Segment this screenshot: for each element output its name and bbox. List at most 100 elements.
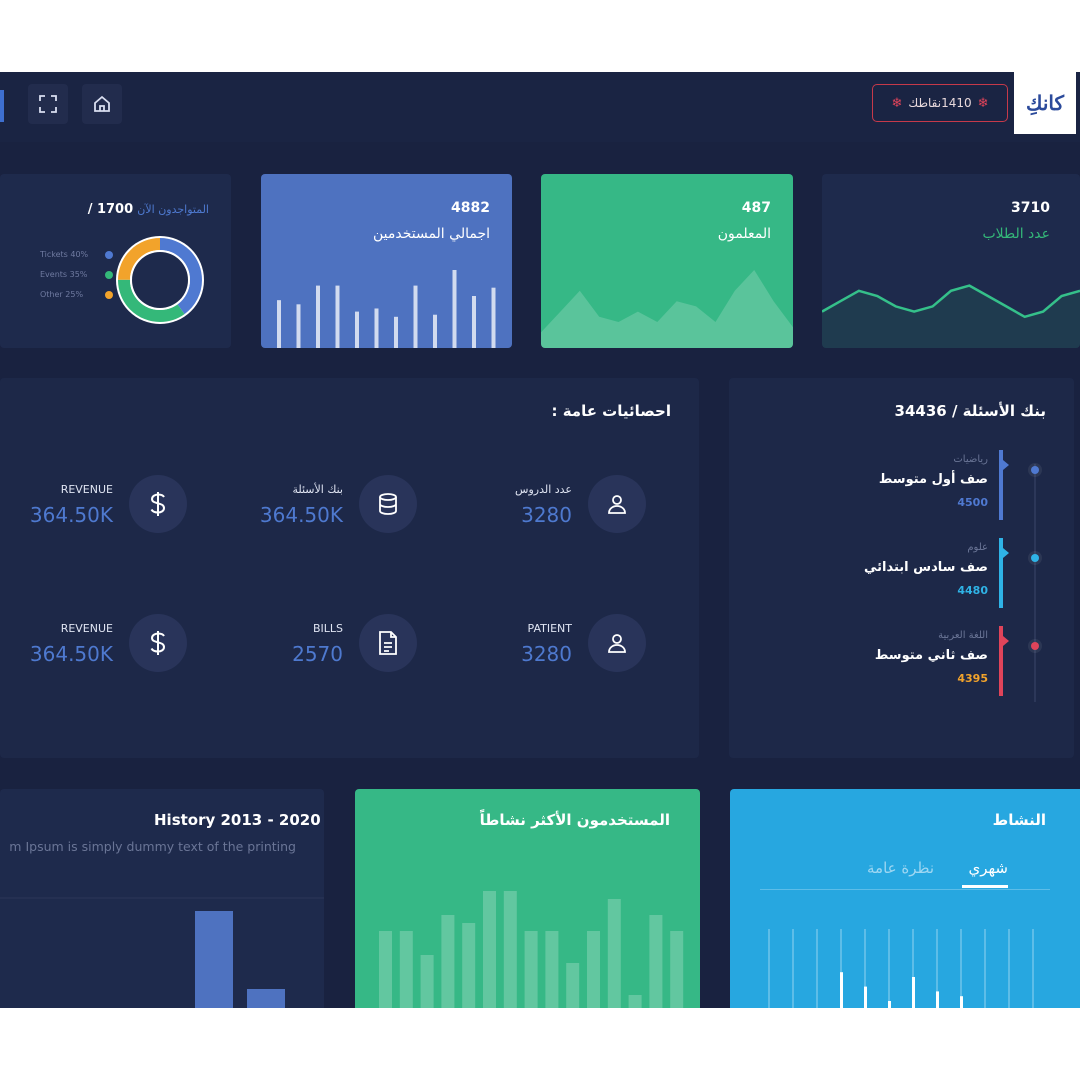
- timeline-subject: علوم: [967, 542, 988, 553]
- kpi-item[interactable]: REVENUE 364.50K: [0, 475, 699, 535]
- users-bar: [316, 285, 320, 348]
- kpi-label: REVENUE: [60, 483, 113, 496]
- timeline-pointer: [1003, 636, 1009, 646]
- timeline-pointer: [1003, 460, 1009, 470]
- students-line-chart: [822, 284, 1080, 348]
- users-bar: [433, 314, 437, 348]
- timeline-track: [1034, 464, 1036, 702]
- kpi-item[interactable]: عدد الدروس 3280: [0, 475, 699, 535]
- general-stats-title: احصائيات عامة :: [551, 402, 671, 420]
- online-label: المتواجدون الآن: [137, 203, 209, 216]
- history-panel: History 2013 - 2020 m Ipsum is simply du…: [0, 789, 324, 1008]
- users-bar: [413, 285, 418, 348]
- points-label: 1410نقاطك: [908, 96, 972, 110]
- kpi-item[interactable]: REVENUE 364.50K: [0, 614, 699, 674]
- activity-bar: [936, 991, 939, 1008]
- kpi-value: 3280: [521, 642, 572, 666]
- legend-swatch: [105, 271, 113, 279]
- kpi-item[interactable]: BILLS 2570: [0, 614, 699, 674]
- active-bar: [420, 955, 434, 1008]
- logo[interactable]: كانكِ: [1014, 72, 1076, 134]
- timeline-text: علوم صف سادس ابتدائي 4480: [788, 538, 988, 608]
- activity-grid-bar: [768, 929, 770, 1008]
- active-bar: [587, 931, 600, 1008]
- kpi-item[interactable]: بنك الأسئلة 364.50K: [0, 475, 699, 535]
- timeline-dot: [1031, 466, 1039, 474]
- tab-monthly[interactable]: شهري: [968, 859, 1009, 877]
- fullscreen-button[interactable]: [28, 84, 68, 124]
- fullscreen-icon: [39, 95, 57, 113]
- timeline-text: اللغة العربية صف ثاني متوسط 4395: [788, 626, 988, 696]
- donut-slice: [118, 238, 202, 322]
- points-button[interactable]: ❄ 1410نقاطك ❄: [872, 84, 1008, 122]
- online-header: المتواجدون الآن 1700 /: [88, 202, 209, 217]
- legend-label: Tickets 40%: [40, 250, 89, 259]
- general-stats-panel: احصائيات عامة : عدد الدروس 3280 بنك الأسئل…: [0, 378, 699, 758]
- active-bar: [566, 963, 580, 1008]
- active-bar: [524, 931, 538, 1008]
- donut-hole: [132, 252, 188, 308]
- active-bar: [503, 891, 517, 1008]
- active-bar: [441, 915, 455, 1008]
- history-title: History 2013 - 2020: [154, 811, 321, 829]
- legend-swatch: [105, 251, 113, 259]
- users-bar: [277, 300, 281, 348]
- timeline-item[interactable]: رياضيات صف أول متوسط 4500: [729, 450, 1074, 530]
- total-users-card[interactable]: 4882 اجمالي المستخدمين: [261, 174, 512, 348]
- timeline-color-bar: [999, 538, 1003, 608]
- activity-bar: [960, 996, 963, 1008]
- timeline-count: 4395: [957, 672, 988, 685]
- timeline-item[interactable]: علوم صف سادس ابتدائي 4480: [729, 538, 1074, 618]
- active-bar: [628, 995, 642, 1008]
- active-bar: [379, 931, 392, 1008]
- kpi-label: بنك الأسئلة: [292, 483, 343, 496]
- logo-text: كانكِ: [1025, 91, 1065, 115]
- activity-grid-bar: [912, 929, 914, 1008]
- timeline-text: رياضيات صف أول متوسط 4500: [788, 450, 988, 520]
- activity-grid-bar: [960, 929, 962, 1008]
- top-bar: ❄ 1410نقاطك ❄ كانكِ: [0, 72, 1080, 142]
- kpi-label: REVENUE: [60, 622, 113, 635]
- activity-bar-chart: [768, 929, 1034, 1008]
- activity-grid-bar: [1032, 929, 1034, 1008]
- teachers-area-chart: [541, 270, 793, 348]
- timeline-subject: رياضيات: [953, 454, 988, 465]
- activity-grid-bar: [888, 929, 890, 1008]
- user-icon: [588, 475, 646, 533]
- teachers-count: 487: [741, 200, 771, 216]
- active-bar: [483, 891, 496, 1008]
- activity-grid-bar: [1008, 929, 1010, 1008]
- tab-overview[interactable]: نظرة عامة: [867, 859, 934, 877]
- history-subtitle: m Ipsum is simply dummy text of the prin…: [9, 839, 296, 854]
- timeline-item[interactable]: اللغة العربية صف ثاني متوسط 4395: [729, 626, 1074, 706]
- kpi-item[interactable]: PATIENT 3280: [0, 614, 699, 674]
- total-users-count: 4882: [451, 200, 490, 216]
- timeline-dot: [1031, 554, 1039, 562]
- users-bar: [491, 287, 496, 348]
- activity-bar: [864, 986, 867, 1008]
- user-icon: [588, 614, 646, 672]
- online-count: 1700 /: [87, 202, 134, 217]
- legend-label: Other 25%: [40, 290, 84, 299]
- kpi-value: 364.50K: [29, 642, 113, 666]
- tab-divider: [760, 889, 1050, 890]
- legend-item: Events 35%: [40, 270, 120, 284]
- document-icon: [359, 614, 417, 672]
- question-bank-title: بنك الأسئلة / 34436: [894, 402, 1046, 420]
- online-card[interactable]: المتواجدون الآن 1700 / Tickets 40% Events…: [0, 174, 231, 348]
- most-active-panel: المستخدمون الأكثر نشاطاً: [355, 789, 700, 1008]
- students-label: عدد الطلاب: [982, 226, 1050, 242]
- teachers-card[interactable]: 487 المعلمون: [541, 174, 793, 348]
- students-count: 3710: [1011, 200, 1050, 216]
- activity-grid-bar: [792, 929, 794, 1008]
- kpi-value: 364.50K: [259, 503, 343, 527]
- activity-grid-bar: [864, 929, 866, 1008]
- timeline-grade: صف أول متوسط: [878, 472, 988, 487]
- activity-grid-bar: [936, 929, 938, 1008]
- question-bank-panel: بنك الأسئلة / 34436 رياضيات صف أول متوسط 4…: [729, 378, 1074, 758]
- active-tab-indicator: [962, 885, 1008, 888]
- students-card[interactable]: 3710 عدد الطلاب: [822, 174, 1080, 348]
- dashboard-screenshot: ❄ 1410نقاطك ❄ كانكِ 3710 عدد الطلاب 487 …: [0, 72, 1080, 1008]
- home-button[interactable]: [82, 84, 122, 124]
- legend-swatch: [105, 291, 113, 299]
